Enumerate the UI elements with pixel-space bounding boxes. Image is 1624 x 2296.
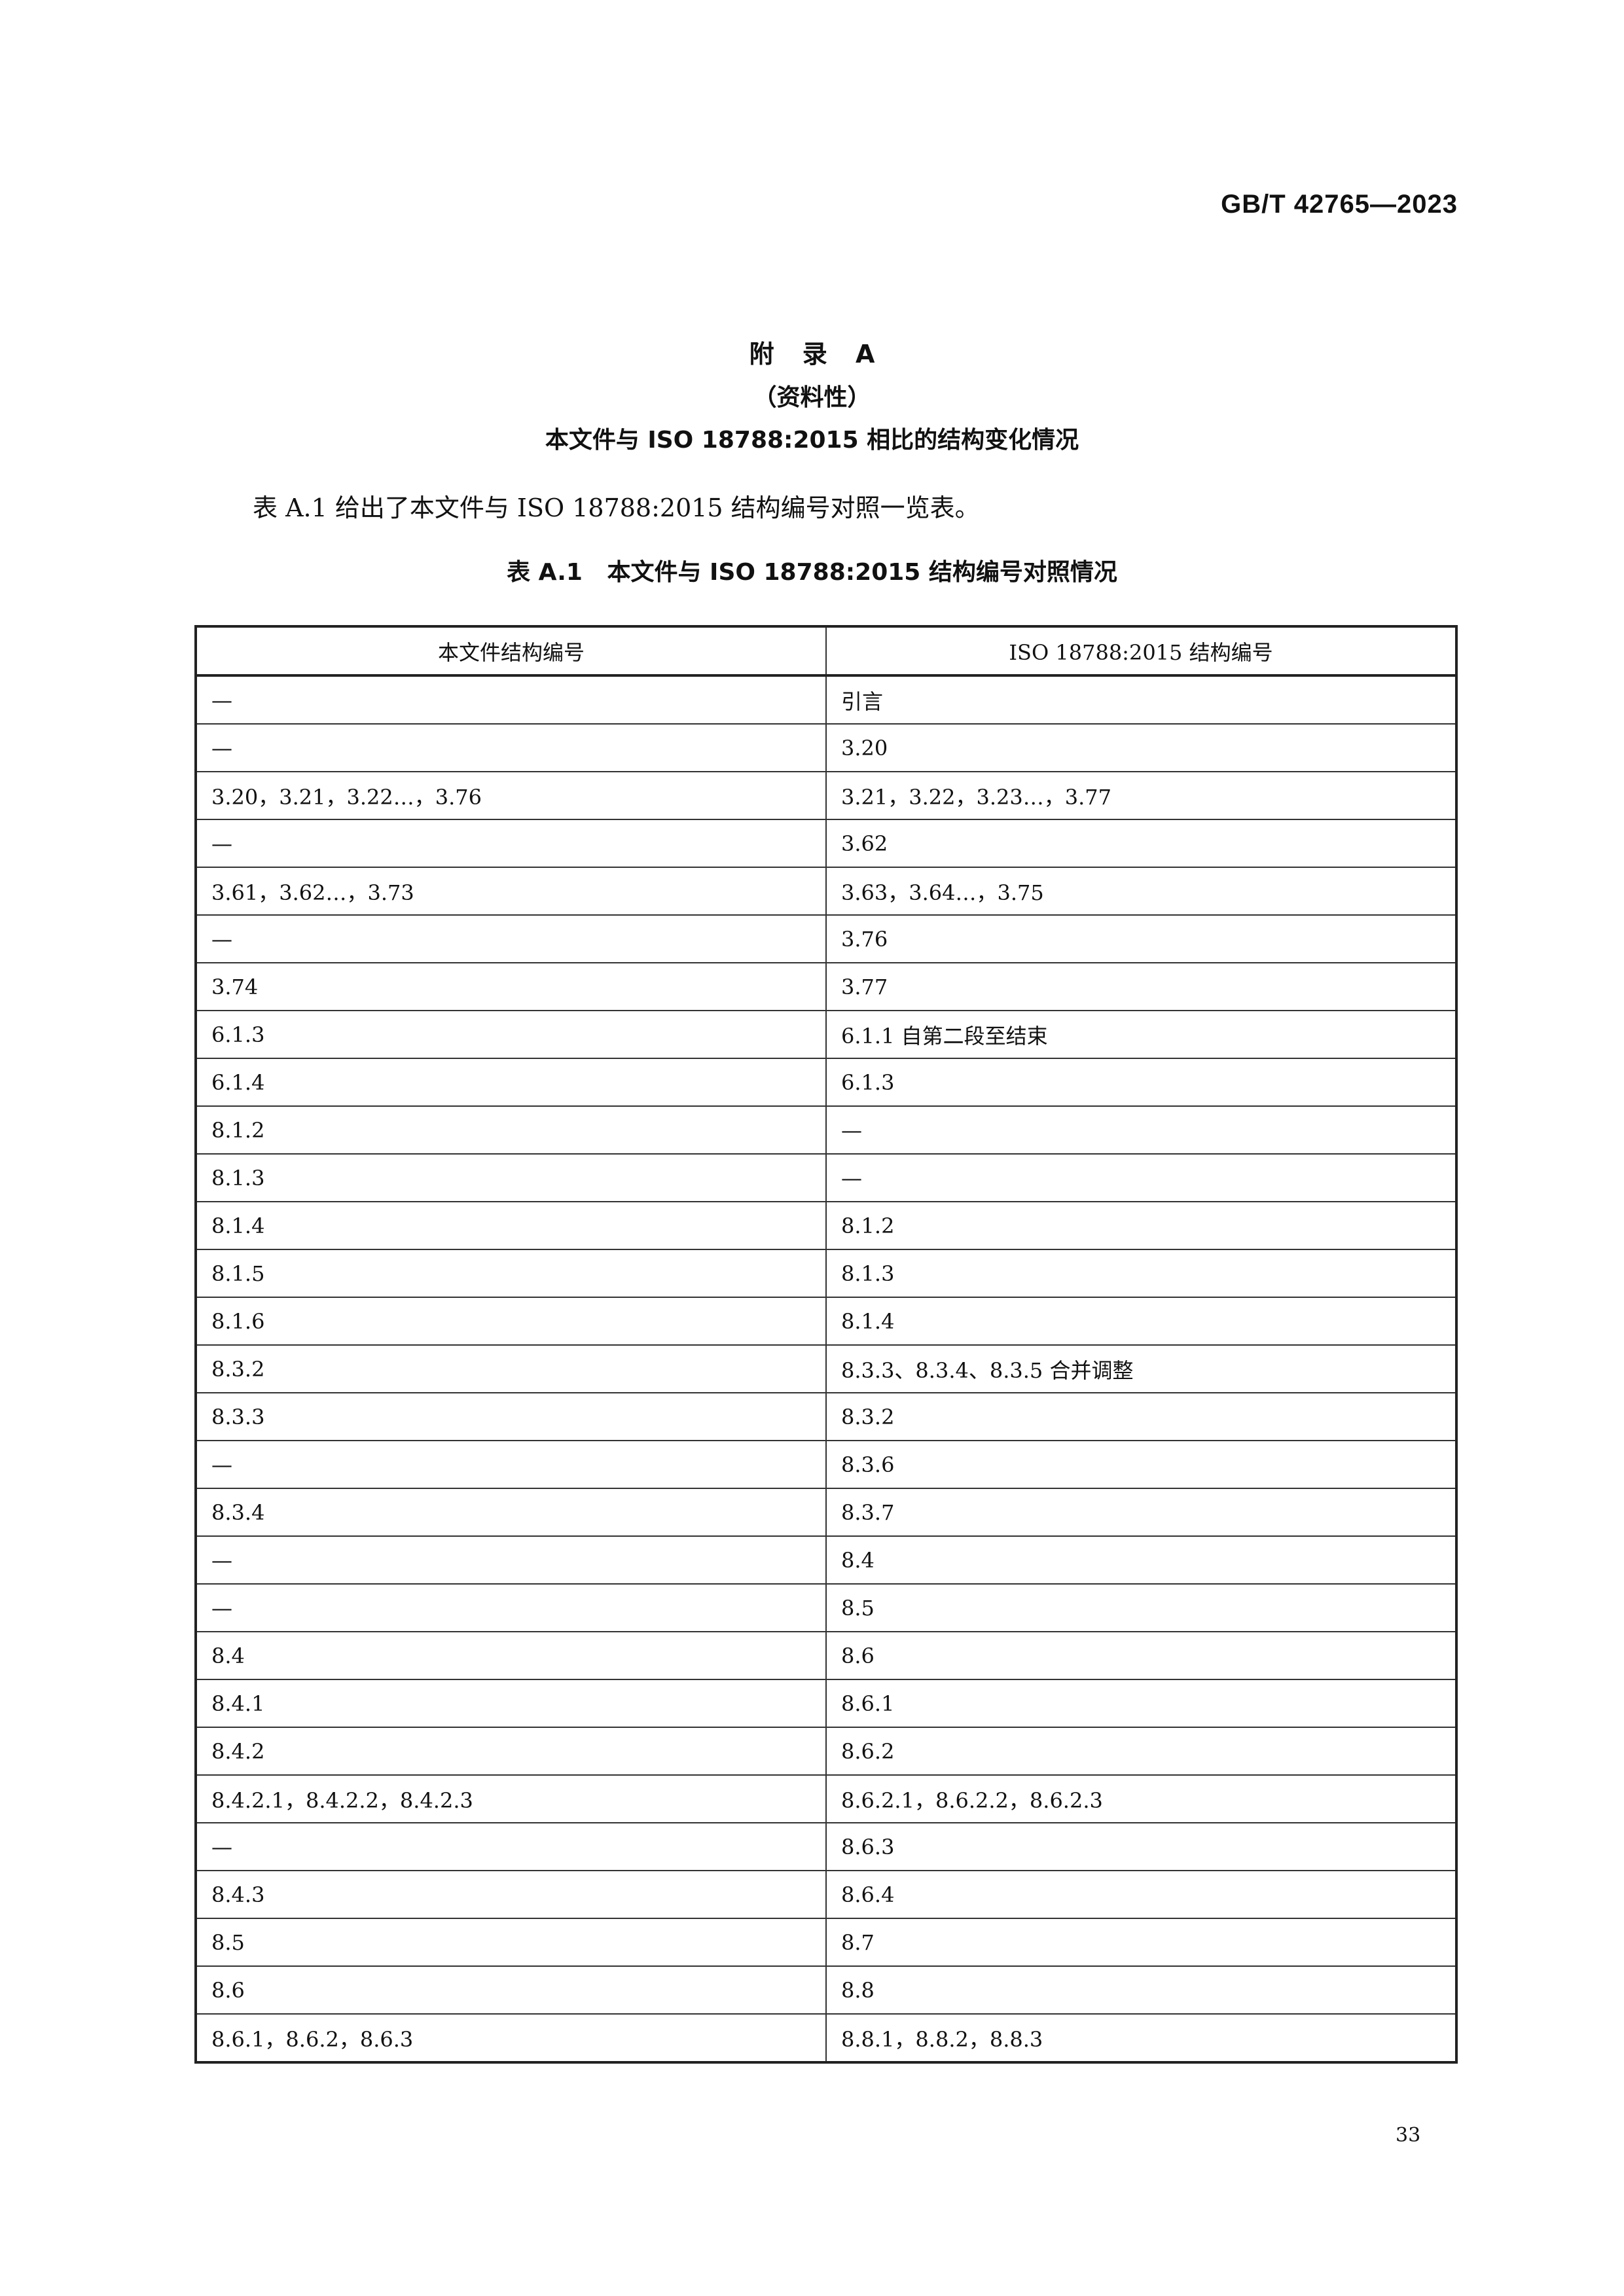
appendix-subtitle: 本文件与 ISO 18788:2015 相比的结构变化情况 [545,427,1079,454]
table-row: —8.3.6 [195,1440,1457,1489]
cell-iso: 引言 [825,675,1457,725]
cell-this-document: 6.1.3 [195,1010,827,1059]
cell-iso: 8.3.2 [825,1392,1457,1441]
cell-this-document: — [195,1440,827,1489]
cell-iso: 3.21，3.22，3.23…，3.77 [825,771,1457,820]
cell-this-document: 3.74 [195,962,827,1011]
cell-this-document: 8.3.3 [195,1392,827,1441]
cell-iso: 8.3.3、8.3.4、8.3.5 合并调整 [825,1344,1457,1393]
cell-this-document: — [195,1535,827,1585]
table-row: —3.76 [195,914,1457,963]
table-row: 8.6.1，8.6.2，8.6.3 8.8.1，8.8.2，8.8.3 [195,2013,1457,2063]
cell-this-document: — [195,914,827,963]
table-row: 8.5 8.7 [195,1918,1457,1967]
table-row: 3.61，3.62…，3.73 3.63，3.64…，3.75 [195,867,1457,916]
table-row: —8.6.3 [195,1822,1457,1871]
table-row: 8.4.3 8.6.4 [195,1870,1457,1919]
cell-this-document: 8.1.3 [195,1153,827,1202]
cell-iso: 8.6.2 [825,1727,1457,1776]
table-row: 8.1.3— [195,1153,1457,1202]
table-row: 8.3.4 8.3.7 [195,1488,1457,1537]
cell-iso: 3.20 [825,723,1457,772]
table-row: 8.1.6 8.1.4 [195,1297,1457,1346]
table-row: 8.4.1 8.6.1 [195,1679,1457,1728]
cell-iso: 8.6.4 [825,1870,1457,1919]
table-row: —3.20 [195,723,1457,772]
cell-iso: 3.62 [825,819,1457,868]
structure-comparison-table: 本文件结构编号 ISO 18788:2015 结构编号 — 引言 —3.20 3.20… [194,625,1458,2064]
cell-this-document: 8.4.2.1，8.4.2.2，8.4.2.3 [195,1774,827,1823]
cell-iso: 3.76 [825,914,1457,963]
cell-this-document: — [195,1583,827,1632]
table-row: 6.1.4 6.1.3 [195,1058,1457,1107]
cell-this-document: — [195,723,827,772]
cell-this-document: 8.4.2 [195,1727,827,1776]
table-header-row: 本文件结构编号 ISO 18788:2015 结构编号 [195,626,1457,677]
cell-this-document: 8.3.2 [195,1344,827,1393]
table-row: —8.5 [195,1583,1457,1632]
table-row: 8.3.2 8.3.3、8.3.4、8.3.5 合并调整 [195,1344,1457,1393]
table-row: —8.4 [195,1535,1457,1585]
table-row: — 引言 [195,675,1457,725]
cell-iso: 6.1.3 [825,1058,1457,1107]
cell-iso: 8.3.6 [825,1440,1457,1489]
cell-this-document: 8.1.2 [195,1105,827,1155]
cell-iso: — [825,1105,1457,1155]
cell-iso: 8.1.3 [825,1249,1457,1298]
table-row: 8.6 8.8 [195,1965,1457,2015]
table-row: —3.62 [195,819,1457,868]
column-header-iso: ISO 18788:2015 结构编号 [825,626,1457,677]
cell-iso: 8.7 [825,1918,1457,1967]
cell-this-document: — [195,819,827,868]
column-header-this-document: 本文件结构编号 [195,626,827,677]
cell-this-document: — [195,1822,827,1871]
cell-this-document: 8.3.4 [195,1488,827,1537]
cell-this-document: 8.6.1，8.6.2，8.6.3 [195,2013,827,2063]
cell-this-document: 8.4 [195,1631,827,1680]
cell-iso: 3.77 [825,962,1457,1011]
cell-this-document: 8.4.3 [195,1870,827,1919]
table-row: 8.1.4 8.1.2 [195,1201,1457,1250]
cell-iso: 8.5 [825,1583,1457,1632]
cell-iso: 8.1.2 [825,1201,1457,1250]
cell-iso: 8.6.1 [825,1679,1457,1728]
appendix-title: 附 录 A [749,340,875,368]
cell-this-document: 8.1.4 [195,1201,827,1250]
cell-this-document: 8.5 [195,1918,827,1967]
cell-this-document: 6.1.4 [195,1058,827,1107]
cell-iso: 8.1.4 [825,1297,1457,1346]
cell-iso: 6.1.1 自第二段至结束 [825,1010,1457,1059]
page-number: 33 [1396,2124,1421,2147]
table-row: 3.20，3.21，3.22…，3.76 3.21，3.22，3.23…，3.77 [195,771,1457,820]
table-row: 8.3.3 8.3.2 [195,1392,1457,1441]
cell-iso: 8.6.3 [825,1822,1457,1871]
table-row: 6.1.3 6.1.1 自第二段至结束 [195,1010,1457,1059]
cell-this-document: 8.1.5 [195,1249,827,1298]
cell-iso: 8.4 [825,1535,1457,1585]
cell-iso: 8.3.7 [825,1488,1457,1537]
appendix-type: （资料性） [753,384,871,411]
table-row: 8.4 8.6 [195,1631,1457,1680]
cell-this-document: — [195,675,827,725]
intro-paragraph: 表 A.1 给出了本文件与 ISO 18788:2015 结构编号对照一览表。 [253,493,980,522]
cell-iso: — [825,1153,1457,1202]
cell-iso: 8.8 [825,1965,1457,2015]
cell-this-document: 3.20，3.21，3.22…，3.76 [195,771,827,820]
cell-iso: 3.63，3.64…，3.75 [825,867,1457,916]
table-row: 8.4.2 8.6.2 [195,1727,1457,1776]
cell-this-document: 8.6 [195,1965,827,2015]
table-caption: 表 A.1 本文件与 ISO 18788:2015 结构编号对照情况 [507,559,1117,586]
cell-this-document: 8.4.1 [195,1679,827,1728]
document-code: GB/T 42765—2023 [1221,190,1458,219]
table-row: 8.1.5 8.1.3 [195,1249,1457,1298]
cell-iso: 8.6 [825,1631,1457,1680]
table-row: 8.4.2.1，8.4.2.2，8.4.2.3 8.6.2.1，8.6.2.2，8… [195,1774,1457,1823]
table-row: 8.1.2— [195,1105,1457,1155]
table-row: 3.74 3.77 [195,962,1457,1011]
cell-this-document: 3.61，3.62…，3.73 [195,867,827,916]
cell-this-document: 8.1.6 [195,1297,827,1346]
cell-iso: 8.8.1，8.8.2，8.8.3 [825,2013,1457,2063]
cell-iso: 8.6.2.1，8.6.2.2，8.6.2.3 [825,1774,1457,1823]
